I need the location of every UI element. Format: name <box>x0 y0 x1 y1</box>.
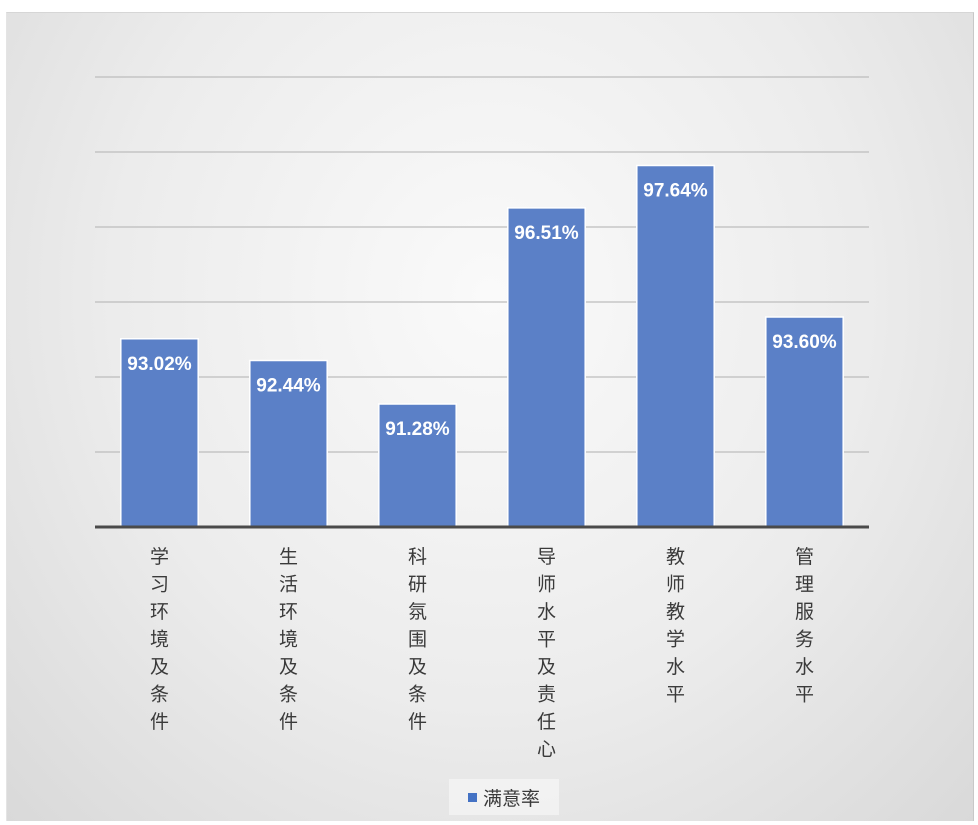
category-label: 生活环境及条件 <box>279 546 298 733</box>
bar-chart: 93.02% 92.44% 91.28% 96.51% 97.64% 93.60% 学习环… <box>95 76 869 761</box>
category-label: 学习环境及条件 <box>150 546 169 733</box>
chart-area: 93.02% 92.44% 91.28% 96.51% 97.64% 93.60% 学习环… <box>6 12 974 821</box>
bar <box>249 359 328 528</box>
category-label: 管理服务水平 <box>795 546 814 706</box>
bar <box>636 164 715 528</box>
data-label: 92.44% <box>256 376 321 397</box>
category-label: 导师水平及责任心 <box>537 546 556 761</box>
bar <box>765 316 844 528</box>
category-label: 科研氛围及条件 <box>408 546 427 733</box>
bar <box>507 207 586 528</box>
data-label: 97.64% <box>643 181 708 202</box>
data-label: 93.02% <box>127 354 192 375</box>
data-label: 93.60% <box>772 332 837 353</box>
legend: 满意率 <box>449 779 559 815</box>
legend-label: 满意率 <box>482 787 540 810</box>
category-label: 教师教学水平 <box>666 546 685 706</box>
data-label: 96.51% <box>514 223 579 244</box>
bar <box>378 403 457 528</box>
data-label: 91.28% <box>385 419 450 440</box>
legend-swatch <box>467 792 477 802</box>
